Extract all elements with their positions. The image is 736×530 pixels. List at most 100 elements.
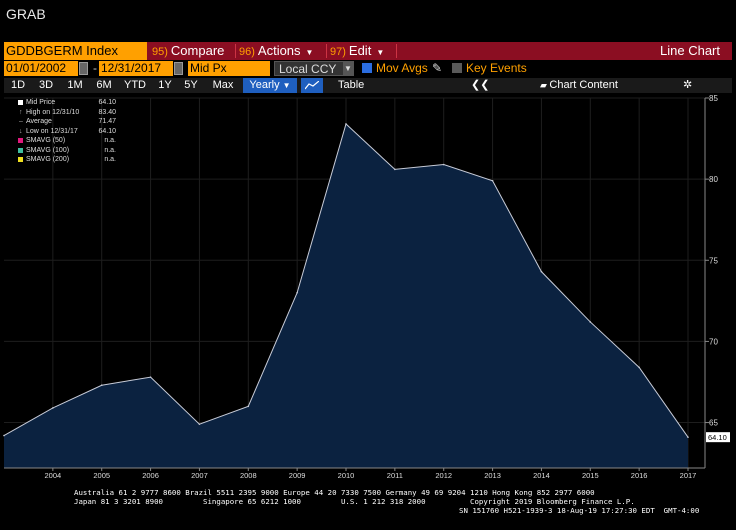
edit-button[interactable]: 97) Edit ▼ — [330, 42, 384, 60]
area-chart[interactable]: 65 70 75 80 85 2004 2005 2006 2007 2008 2009 2010 20… — [0, 94, 736, 486]
period-ytd-button[interactable]: YTD — [124, 79, 146, 91]
line-chart-button[interactable] — [301, 78, 323, 93]
currency-value: Local CCY — [279, 62, 337, 76]
data-point — [296, 291, 298, 294]
legend-label: Low on 12/31/17 — [26, 127, 78, 135]
frequency-value: Yearly — [249, 79, 280, 91]
y-tick-label: 65 — [709, 419, 718, 428]
data-point — [198, 423, 201, 425]
x-tick-label: 2017 — [680, 471, 697, 480]
collapse-arrows-icon[interactable]: ❮❮ — [471, 79, 490, 91]
x-tick-label: 2014 — [533, 471, 550, 480]
frequency-select[interactable]: Yearly ▼ — [243, 78, 297, 93]
period-1y-button[interactable]: 1Y — [158, 79, 172, 91]
legend-label: SMAVG (100) — [26, 146, 70, 154]
legend-row-mid-price: Mid Price 64.10 — [16, 98, 116, 108]
calendar-icon[interactable] — [174, 62, 183, 75]
legend-row-smavg-50: SMAVG (50) n.a. — [16, 136, 116, 146]
average-icon: – — [19, 118, 23, 125]
data-point — [394, 168, 396, 171]
arrow-up-icon: ↑ — [19, 108, 23, 116]
legend-value: 83.40 — [98, 108, 116, 116]
line-chart-icon — [305, 81, 319, 90]
ticker-field[interactable]: GDDBGERM Index — [4, 42, 147, 60]
data-point — [149, 376, 152, 378]
x-tick-label: 2016 — [631, 471, 648, 480]
footer-session-line: SN 151760 H521-1939-3 18-Aug-19 17:27:30… — [459, 506, 700, 515]
legend-value: 64.10 — [98, 99, 116, 106]
period-5y-button[interactable]: 5Y — [184, 79, 198, 91]
legend-value: n.a. — [104, 146, 116, 154]
range-bar: 01/01/2002 - 12/31/2017 Mid Px Local CCY… — [4, 61, 732, 77]
x-tick-label: 2012 — [435, 471, 452, 480]
period-1d-button[interactable]: 1D — [10, 79, 26, 91]
pencil-icon[interactable]: ✎ — [432, 61, 443, 75]
actions-label: Actions — [257, 43, 301, 58]
compare-button[interactable]: 95) Compare — [152, 42, 224, 60]
chevron-down-icon: ▼ — [282, 81, 291, 90]
chart-content-button[interactable]: ▰ Chart Content — [540, 78, 618, 93]
legend-value: n.a. — [104, 156, 116, 163]
chevron-down-icon: ▼ — [376, 48, 385, 57]
chevron-down-icon: ▼ — [305, 48, 314, 57]
y-tick-label: 75 — [709, 256, 718, 265]
x-tick-label: 2009 — [289, 471, 306, 480]
range-dash: - — [93, 61, 97, 75]
period-max-button[interactable]: Max — [212, 79, 234, 91]
legend-row-low: ↓ Low on 12/31/17 64.10 — [16, 127, 116, 137]
legend-swatch — [18, 157, 23, 162]
data-point — [540, 270, 543, 273]
legend-label: SMAVG (50) — [26, 137, 66, 144]
period-1m-button[interactable]: 1M — [67, 79, 83, 91]
actions-shortcut: 96) — [239, 46, 255, 58]
price-field-input[interactable]: Mid Px — [188, 61, 270, 76]
legend-swatch — [18, 147, 23, 153]
divider — [396, 44, 397, 58]
last-value-label: 64.10 — [708, 433, 727, 442]
key-events-checkbox[interactable] — [452, 63, 462, 73]
y-tick-label: 70 — [709, 337, 718, 346]
currency-select[interactable]: Local CCY ▼ — [274, 61, 354, 76]
footer-copyright-line: Japan 81 3 3201 8900 Singapore 65 6212 1… — [74, 497, 635, 506]
compare-label: Compare — [170, 43, 225, 58]
x-tick-label: 2006 — [142, 471, 159, 480]
gear-icon[interactable]: ✲ — [683, 79, 693, 91]
window-title: GRAB — [6, 6, 46, 22]
x-tick-label: 2013 — [484, 471, 501, 480]
edit-shortcut: 97) — [330, 46, 346, 58]
data-point — [638, 366, 640, 369]
x-tick-label: 2004 — [45, 471, 62, 480]
mov-avgs-checkbox[interactable] — [362, 63, 372, 73]
x-tick-label: 2007 — [191, 471, 208, 480]
period-6m-button[interactable]: 6M — [96, 79, 112, 91]
chart-content-label: Chart Content — [549, 79, 618, 91]
data-point — [100, 384, 103, 387]
end-date-input[interactable]: 12/31/2017 — [99, 61, 173, 76]
legend-label: High on 12/31/10 — [26, 108, 80, 116]
chart-type-label: Line Chart — [660, 43, 720, 58]
x-tick-label: 2005 — [93, 471, 110, 480]
data-point — [52, 407, 54, 409]
legend-row-high: ↑ High on 12/31/10 83.40 — [16, 108, 116, 118]
data-point — [687, 436, 689, 438]
start-date-input[interactable]: 01/01/2002 — [4, 61, 78, 76]
legend-row-smavg-100: SMAVG (100) n.a. — [16, 146, 116, 156]
period-3d-button[interactable]: 3D — [38, 79, 54, 91]
table-button[interactable]: Table — [338, 79, 365, 91]
data-point — [589, 321, 592, 323]
legend-label: SMAVG (200) — [26, 156, 70, 163]
x-tick-label: 2010 — [338, 471, 355, 480]
legend-swatch — [18, 138, 23, 143]
legend-label: Average — [26, 118, 52, 125]
actions-button[interactable]: 96) Actions ▼ — [239, 42, 313, 60]
x-tick-label: 2015 — [582, 471, 599, 480]
key-events-label: Key Events — [466, 61, 527, 75]
x-tick-label: 2011 — [387, 471, 403, 480]
y-tick-label: 80 — [709, 175, 718, 184]
chart-legend: Mid Price 64.10 ↑ High on 12/31/10 83.40 – A… — [16, 98, 116, 165]
data-point — [3, 434, 5, 437]
compare-shortcut: 95) — [152, 46, 168, 58]
data-point — [442, 163, 445, 166]
x-tick-label: 2008 — [240, 471, 257, 480]
calendar-icon[interactable] — [79, 62, 88, 75]
